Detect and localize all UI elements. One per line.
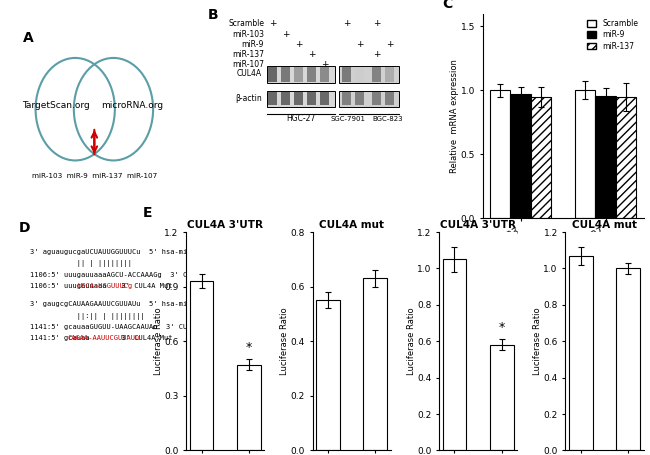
Text: microRNA.org: microRNA.org [101, 101, 164, 110]
Title: CUL4A 3'UTR: CUL4A 3'UTR [187, 220, 263, 230]
Y-axis label: Luciferase Ratio: Luciferase Ratio [280, 308, 289, 375]
FancyBboxPatch shape [339, 66, 398, 83]
Text: D: D [20, 221, 31, 235]
Text: TargetScan.org: TargetScan.org [22, 101, 90, 110]
Text: miR-103  miR-9  miR-137  miR-107: miR-103 miR-9 miR-137 miR-107 [32, 173, 157, 179]
Bar [190, 281, 213, 450]
Text: +: + [356, 40, 363, 49]
FancyBboxPatch shape [385, 92, 395, 106]
FancyBboxPatch shape [281, 67, 290, 81]
Bar [595, 96, 616, 218]
Text: HGC-27: HGC-27 [287, 114, 316, 123]
Bar [510, 94, 531, 218]
Text: || | ||||||||: || | |||||||| [30, 260, 132, 267]
Text: 3' CUL4A Mut: 3' CUL4A Mut [112, 283, 172, 288]
Text: UCCA-UGGUUUCg: UCCA-UGGUUUCg [78, 283, 133, 288]
FancyBboxPatch shape [307, 67, 316, 81]
Y-axis label: Luciferase Ratio: Luciferase Ratio [407, 308, 415, 375]
Text: A: A [23, 31, 34, 46]
Text: +: + [282, 30, 289, 39]
FancyBboxPatch shape [294, 67, 303, 81]
Text: 1106:5' uuugauuaaaAGCU-ACCAAAGg  3' CUL4A WT: 1106:5' uuugauuaaaAGCU-ACCAAAGg 3' CUL4A… [30, 272, 217, 278]
Text: CAGAA-AAUUCGUUAUu: CAGAA-AAUUCGUUAUu [68, 335, 140, 341]
Text: C: C [443, 0, 453, 11]
Text: Scramble: Scramble [228, 20, 264, 28]
FancyBboxPatch shape [385, 67, 395, 81]
Title: CUL4A 3'UTR: CUL4A 3'UTR [440, 220, 516, 230]
Bar [237, 365, 261, 450]
Text: E: E [143, 206, 153, 220]
Bar [575, 91, 595, 218]
Y-axis label: Relative  mRNA expression: Relative mRNA expression [450, 59, 460, 173]
FancyBboxPatch shape [372, 92, 382, 106]
Text: CUL4A: CUL4A [237, 69, 262, 78]
Text: 3' aguaugucgaUCUAUUGGUUUCu  5' hsa-miR-9: 3' aguaugucgaUCUAUUGGUUUCu 5' hsa-miR-9 [30, 249, 200, 255]
Title: CUL4A mut: CUL4A mut [572, 220, 637, 230]
FancyBboxPatch shape [355, 67, 364, 81]
Bar [316, 300, 340, 450]
Text: β-actin: β-actin [235, 94, 262, 103]
Text: 1106:5' uuugauuaaa: 1106:5' uuugauuaaa [30, 283, 107, 288]
Text: *: * [246, 341, 252, 354]
Text: +: + [373, 50, 381, 59]
Bar [490, 91, 510, 218]
Text: 1141:5' gcauaa: 1141:5' gcauaa [30, 335, 90, 341]
Text: +: + [321, 61, 329, 69]
Bar [363, 278, 387, 450]
FancyBboxPatch shape [320, 92, 329, 106]
Text: miR-103: miR-103 [232, 30, 264, 39]
Text: 1141:5' gcauaaGUGUU-UAAGCAAUAu  3' CUL4A WT: 1141:5' gcauaaGUGUU-UAAGCAAUAu 3' CUL4A … [30, 324, 213, 330]
Text: +: + [308, 50, 316, 59]
Bar [443, 259, 466, 450]
FancyBboxPatch shape [355, 92, 364, 106]
FancyBboxPatch shape [339, 91, 398, 107]
FancyBboxPatch shape [281, 92, 290, 106]
Legend: Scramble, miR-9, miR-137: Scramble, miR-9, miR-137 [586, 17, 640, 52]
Text: miR-107: miR-107 [232, 61, 264, 69]
Text: +: + [373, 20, 381, 28]
Y-axis label: Luciferase Ratio: Luciferase Ratio [533, 308, 542, 375]
Text: +: + [343, 20, 350, 28]
Text: +: + [295, 40, 302, 49]
Bar [616, 268, 640, 450]
Text: ||:|| | ||||||||: ||:|| | |||||||| [30, 313, 145, 319]
Y-axis label: Luciferase Ratio: Luciferase Ratio [154, 308, 162, 375]
FancyBboxPatch shape [294, 92, 303, 106]
FancyBboxPatch shape [268, 67, 277, 81]
Bar [616, 97, 636, 218]
FancyBboxPatch shape [372, 67, 382, 81]
Bar [490, 345, 514, 450]
FancyBboxPatch shape [267, 66, 335, 83]
Title: CUL4A mut: CUL4A mut [319, 220, 384, 230]
Text: +: + [386, 40, 394, 49]
Bar [531, 97, 551, 218]
FancyBboxPatch shape [307, 92, 316, 106]
Text: 3' CUL4A Mut: 3' CUL4A Mut [112, 335, 172, 341]
Text: B: B [207, 8, 218, 21]
FancyBboxPatch shape [320, 67, 329, 81]
FancyBboxPatch shape [268, 92, 277, 106]
Text: miR-137: miR-137 [232, 50, 264, 59]
FancyBboxPatch shape [267, 91, 335, 107]
Text: 3' gaugcgCAUAAGAAUUCGUUAUu  5' hsa-miR-137: 3' gaugcgCAUAAGAAUUCGUUAUu 5' hsa-miR-13… [30, 301, 209, 307]
Bar [569, 256, 593, 450]
Text: *: * [499, 321, 505, 334]
Text: +: + [269, 20, 276, 28]
FancyBboxPatch shape [342, 92, 351, 106]
FancyBboxPatch shape [342, 67, 351, 81]
Text: BGC-823: BGC-823 [372, 116, 403, 122]
Text: miR-9: miR-9 [242, 40, 264, 49]
Text: SGC-7901: SGC-7901 [330, 116, 365, 122]
